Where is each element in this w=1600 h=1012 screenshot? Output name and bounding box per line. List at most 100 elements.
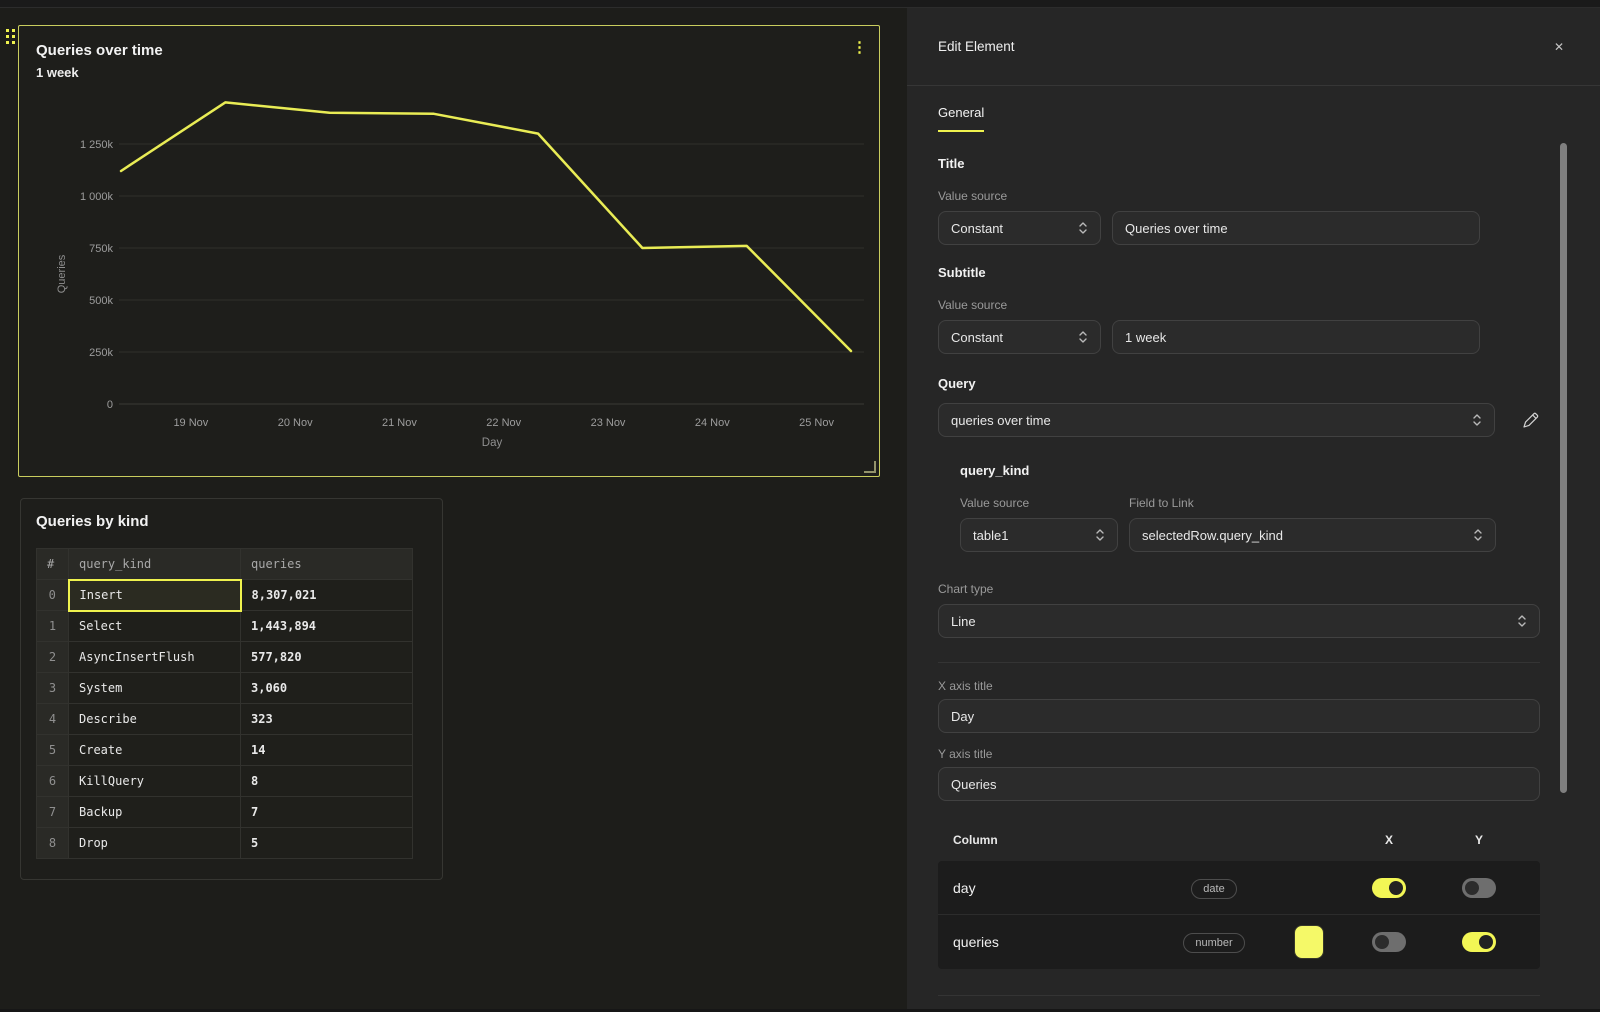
table-row: 3 System 3,060 [36,672,413,704]
table-column-header[interactable]: # [36,548,69,580]
section-divider [938,662,1540,663]
svg-text:22 Nov: 22 Nov [486,417,521,429]
dashboard-canvas[interactable]: 0 250k 500k 750k 1 000k 1 250k 19 Nov 20 Nov 21 … [0,8,907,1009]
window-top-strip [0,0,1600,8]
edit-query-pencil-icon[interactable] [1521,411,1540,430]
row-index-cell: 0 [36,579,69,611]
chart-type-label: Chart type [938,582,994,596]
table-column-header[interactable]: queries [240,548,413,580]
queries-count-cell[interactable]: 14 [240,734,413,766]
close-icon[interactable]: ✕ [1553,39,1564,54]
query-kind-cell[interactable]: Drop [68,827,241,859]
y-axis-toggle[interactable] [1462,877,1496,898]
chart-menu-icon[interactable]: ⋮ [852,39,867,56]
query-select[interactable]: queries over time [938,403,1495,437]
title-value-source-label: Value source [938,189,1008,203]
query-kind-cell[interactable]: AsyncInsertFlush [68,641,241,673]
svg-text:23 Nov: 23 Nov [591,417,626,429]
table-title: Queries by kind [36,513,149,530]
bottom-divider [938,995,1540,996]
table-header-row: # query_kind queries [36,548,413,580]
x-axis-title-label: X axis title [938,679,993,693]
y-axis-title-label: Y axis title [938,747,993,761]
row-index-cell: 6 [36,765,69,797]
row-index-cell: 3 [36,672,69,704]
subtitle-value-input[interactable]: 1 week [1112,320,1480,354]
y-axis-title-input[interactable]: Queries [938,767,1540,801]
row-index-cell: 5 [36,734,69,766]
queries-count-cell[interactable]: 3,060 [240,672,413,704]
table-row: 1 Select 1,443,894 [36,610,413,642]
queries-count-cell[interactable]: 577,820 [240,641,413,673]
query-kind-source-select[interactable]: table1 [960,518,1118,552]
table-column-header[interactable]: query_kind [68,548,241,580]
column-header-label: Column [953,833,998,847]
chart-type-select[interactable]: Line [938,604,1540,638]
subtitle-source-select[interactable]: Constant [938,320,1101,354]
svg-text:25 Nov: 25 Nov [799,417,834,429]
queries-count-cell[interactable]: 5 [240,827,413,859]
svg-text:500k: 500k [89,295,113,307]
queries-count-cell[interactable]: 323 [240,703,413,735]
column-config-rows: day date queries number [938,861,1540,969]
query-kind-heading: query_kind [960,463,1030,478]
svg-text:21 Nov: 21 Nov [382,417,417,429]
chevron-updown-icon [1078,220,1088,236]
query-kind-cell[interactable]: Backup [68,796,241,828]
svg-text:20 Nov: 20 Nov [278,417,313,429]
queries-count-cell[interactable]: 8,307,021 [240,579,413,611]
row-index-cell: 4 [36,703,69,735]
queries-count-cell[interactable]: 1,443,894 [240,610,413,642]
query-kind-value-source-label: Value source [960,496,1030,510]
field-to-link-select[interactable]: selectedRow.query_kind [1129,518,1496,552]
query-kind-field-label: Field to Link [1129,496,1194,510]
query-kind-cell[interactable]: Describe [68,703,241,735]
table-row: 4 Describe 323 [36,703,413,735]
chevron-updown-icon [1473,527,1483,543]
panel-scrollbar[interactable] [1560,143,1567,793]
svg-text:24 Nov: 24 Nov [695,417,730,429]
queries-count-cell[interactable]: 8 [240,765,413,797]
row-index-cell: 8 [36,827,69,859]
resize-handle[interactable] [864,461,876,473]
drag-handle-icon[interactable] [6,29,15,44]
column-name: queries [953,934,999,950]
column-name: day [953,879,976,896]
chevron-updown-icon [1472,412,1482,428]
x-axis-toggle[interactable] [1372,877,1406,898]
table-row: 0 Insert 8,307,021 [36,578,413,612]
title-source-select[interactable]: Constant [938,211,1101,245]
row-index-cell: 2 [36,641,69,673]
svg-text:0: 0 [107,399,113,411]
query-kind-cell[interactable]: Select [68,610,241,642]
column-config-header: Column X Y [938,827,1540,853]
series-color-swatch[interactable] [1294,925,1324,959]
query-kind-cell[interactable]: Insert [67,578,242,612]
table-row: 8 Drop 5 [36,827,413,859]
chevron-updown-icon [1078,329,1088,345]
svg-text:1 000k: 1 000k [80,191,114,203]
x-axis-toggle[interactable] [1372,932,1406,952]
svg-text:750k: 750k [89,243,113,255]
panel-body: General Title Value source Constant Quer… [938,86,1540,996]
query-kind-cell[interactable]: Create [68,734,241,766]
y-axis-toggle[interactable] [1462,932,1496,952]
line-chart-svg: 0 250k 500k 750k 1 000k 1 250k 19 Nov 20 Nov 21 … [56,101,864,449]
chart-panel[interactable]: 0 250k 500k 750k 1 000k 1 250k 19 Nov 20 Nov 21 … [18,25,880,477]
subtitle-section-heading: Subtitle [938,265,986,280]
svg-text:250k: 250k [89,347,113,359]
query-kind-cell[interactable]: System [68,672,241,704]
title-value-input[interactable]: Queries over time [1112,211,1480,245]
queries-by-kind-table: # query_kind queries 0 Insert 8,307,021 1 Sele… [36,548,413,859]
table-body: 0 Insert 8,307,021 1 Select 1,443,894 2 AsyncIn… [36,578,413,859]
table-row: 7 Backup 7 [36,796,413,828]
panel-title: Edit Element [938,39,1015,54]
query-kind-cell[interactable]: KillQuery [68,765,241,797]
tab-general[interactable]: General [938,105,985,132]
column-config-row: day date [938,861,1540,915]
table-panel[interactable]: Queries by kind # query_kind queries 0 Inse… [20,498,443,880]
table-row: 2 AsyncInsertFlush 577,820 [36,641,413,673]
x-axis-title-input[interactable]: Day [938,699,1540,733]
window-bottom-strip [0,1009,1600,1012]
queries-count-cell[interactable]: 7 [240,796,413,828]
